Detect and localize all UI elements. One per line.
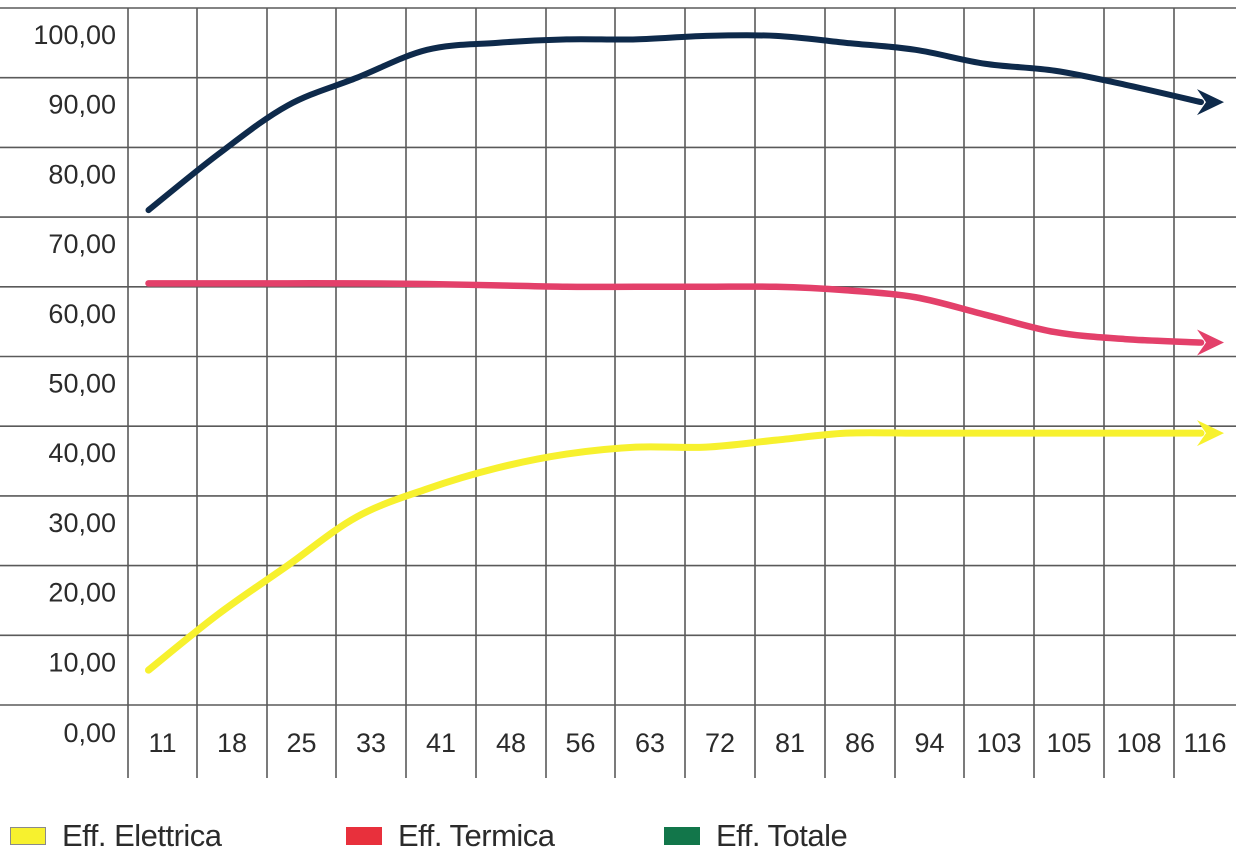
legend-swatch-eff-elettrica	[10, 827, 46, 845]
legend-label-eff-totale: Eff. Totale	[716, 818, 848, 853]
series-line	[145, 429, 1205, 674]
series-line	[145, 280, 1205, 346]
series-arrow-icon	[1197, 89, 1224, 116]
y-tick-label: 20,00	[48, 578, 116, 608]
y-tick-label: 60,00	[48, 299, 116, 329]
series-lines	[145, 32, 1224, 674]
x-tick-label: 94	[914, 728, 944, 758]
legend-item-eff-elettrica: Eff. Elettrica	[10, 818, 222, 854]
x-tick-label: 105	[1046, 728, 1091, 758]
y-tick-label: 50,00	[48, 369, 116, 399]
tick-labels: 0,00 10,00 20,00 30,00 40,00 50,00 60,00 70,00 8…	[33, 20, 1226, 758]
x-tick-label: 108	[1116, 728, 1161, 758]
y-tick-label: 40,00	[48, 438, 116, 468]
legend-label-eff-termica: Eff. Termica	[398, 818, 555, 853]
x-tick-label: 33	[356, 728, 386, 758]
legend-item-eff-totale: Eff. Totale	[664, 818, 848, 854]
y-tick-label: 80,00	[48, 159, 116, 189]
x-tick-label: 48	[496, 728, 526, 758]
series-line	[145, 32, 1204, 214]
legend: Eff. Elettrica Eff. Termica Eff. Totale	[0, 808, 1236, 856]
y-tick-label: 100,00	[33, 20, 116, 50]
legend-swatch-eff-termica	[346, 827, 382, 845]
chart-canvas: 0,00 10,00 20,00 30,00 40,00 50,00 60,00 70,00 8…	[0, 7, 1236, 778]
x-tick-label: 56	[565, 728, 595, 758]
y-tick-label: 0,00	[63, 718, 116, 748]
grid	[0, 7, 1236, 778]
x-tick-label: 81	[775, 728, 805, 758]
series-arrow-icon	[1197, 329, 1224, 356]
y-tick-label: 70,00	[48, 229, 116, 259]
x-tick-label: 18	[217, 728, 247, 758]
x-tick-label: 25	[286, 728, 316, 758]
y-tick-label: 10,00	[48, 647, 116, 677]
x-tick-label: 72	[705, 728, 735, 758]
x-tick-label: 103	[976, 728, 1021, 758]
x-tick-label: 41	[426, 728, 456, 758]
legend-item-eff-termica: Eff. Termica	[346, 818, 555, 854]
x-tick-label: 11	[148, 728, 176, 758]
x-tick-label: 86	[845, 728, 875, 758]
x-tick-label: 63	[635, 728, 665, 758]
y-tick-label: 90,00	[48, 90, 116, 120]
legend-swatch-eff-totale	[664, 827, 700, 845]
series-arrow-icon	[1197, 420, 1224, 447]
x-tick-label: 116	[1183, 728, 1226, 758]
y-tick-label: 30,00	[48, 508, 116, 538]
legend-label-eff-elettrica: Eff. Elettrica	[62, 818, 222, 853]
